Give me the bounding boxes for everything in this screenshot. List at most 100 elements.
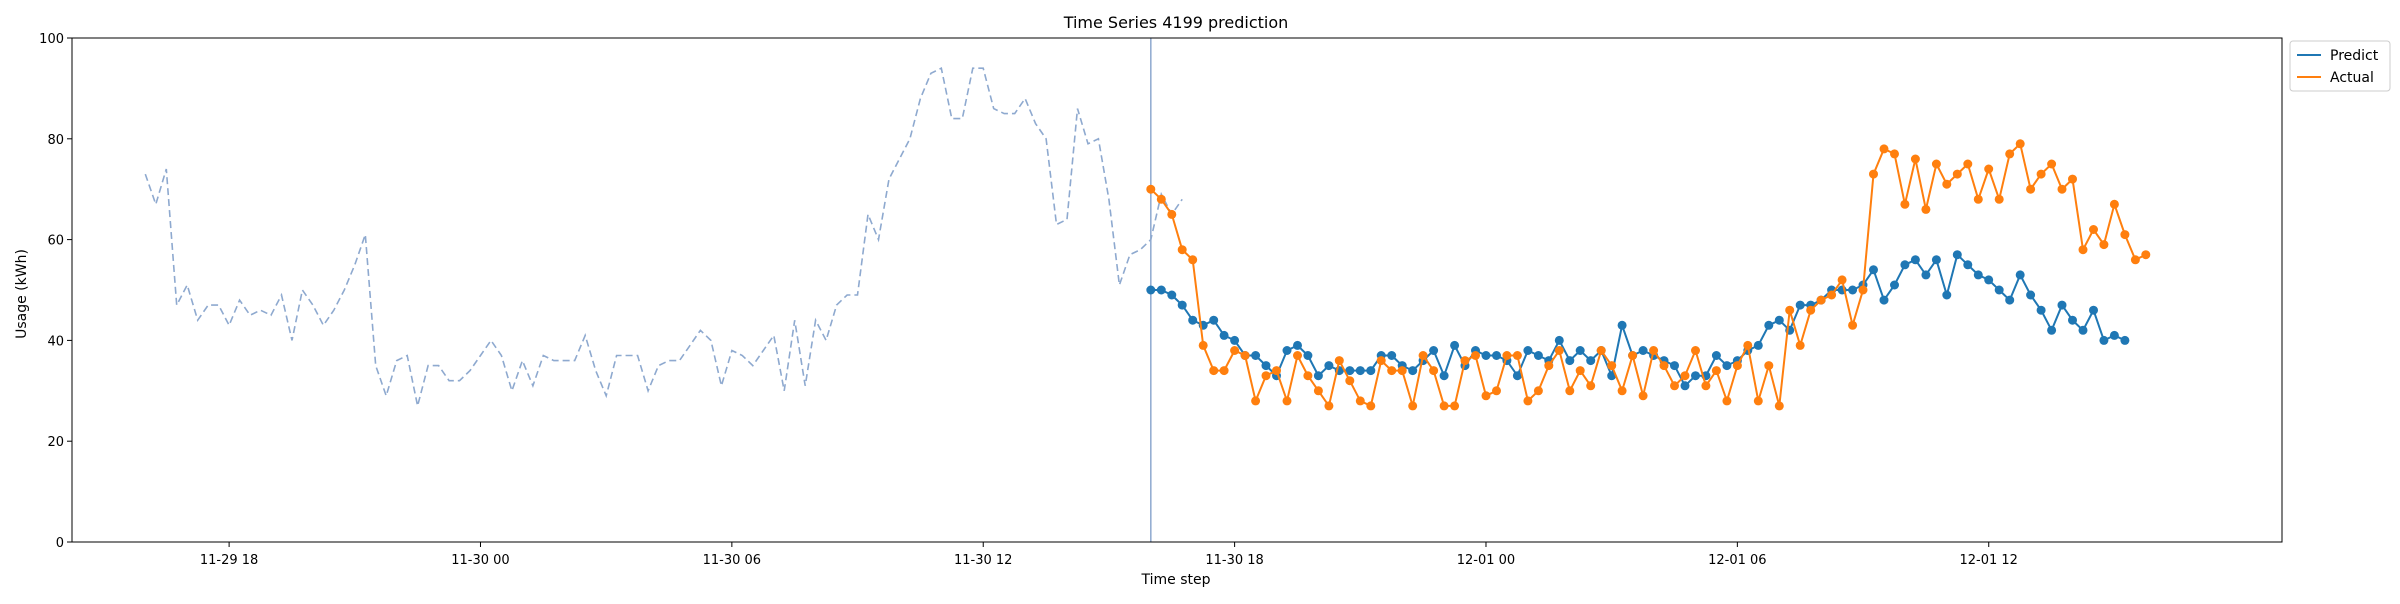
predict-data-point — [1324, 361, 1334, 371]
predict-data-point — [1848, 285, 1858, 295]
actual-data-point — [1900, 199, 1910, 209]
actual-data-point — [2005, 149, 2015, 159]
predict-data-point — [1512, 371, 1522, 381]
predict-data-point — [2099, 335, 2109, 345]
actual-data-point — [1219, 366, 1229, 376]
actual-data-point — [1512, 351, 1522, 360]
actual-data-point — [1879, 144, 1889, 154]
predict-data-point — [2089, 305, 2098, 315]
predict-data-point — [1586, 356, 1596, 366]
actual-data-point — [1303, 371, 1313, 381]
actual-data-point — [1156, 194, 1166, 204]
predict-data-point — [1680, 381, 1690, 391]
predict-data-point — [1188, 315, 1198, 325]
predict-data-point — [1774, 315, 1784, 325]
actual-data-point — [1795, 340, 1805, 350]
predict-data-point — [1408, 366, 1418, 376]
actual-data-point — [1481, 391, 1491, 401]
actual-data-point — [1774, 401, 1784, 411]
predict-data-point — [1219, 330, 1229, 340]
actual-data-point — [1251, 396, 1261, 406]
actual-data-point — [1366, 401, 1376, 411]
predict-data-point — [1617, 320, 1627, 330]
actual-data-point — [2141, 250, 2151, 260]
actual-data-point — [1450, 401, 1460, 411]
predict-data-point — [1869, 265, 1878, 275]
predict-data-point — [2078, 325, 2088, 335]
actual-data-point — [1293, 351, 1302, 360]
actual-data-point — [1722, 396, 1732, 406]
actual-data-point — [1502, 351, 1512, 360]
predict-data-point — [1293, 340, 1302, 350]
x-tick-label: 11-30 18 — [1205, 553, 1263, 568]
actual-data-point — [1146, 184, 1156, 194]
predict-data-point — [2015, 270, 2025, 280]
x-tick-label: 11-30 00 — [451, 553, 509, 568]
predict-data-point — [2005, 295, 2015, 305]
actual-data-point — [2057, 184, 2067, 194]
predict-data-point — [1429, 346, 1439, 355]
actual-data-point — [1439, 401, 1449, 411]
actual-data-point — [2026, 184, 2036, 194]
predict-data-point — [1942, 290, 1952, 300]
predict-data-point — [1984, 275, 1994, 285]
axis-ticks: 0 20 40 60 80 100 11-29 18 11-30 00 11-30 06 11-3… — [39, 32, 2018, 568]
actual-data-point — [1230, 346, 1240, 355]
actual-data-point — [1984, 164, 1994, 174]
actual-data-point — [1376, 356, 1386, 366]
actual-data-point — [1806, 305, 1816, 315]
actual-data-point — [2109, 199, 2119, 209]
actual-data-point — [1387, 366, 1397, 376]
actual-data-point — [1659, 361, 1669, 371]
predict-data-point — [1575, 346, 1585, 355]
legend-predict-label: Predict — [2330, 48, 2379, 64]
predict-data-point — [1900, 260, 1910, 270]
predict-data-point — [1691, 371, 1700, 381]
x-tick-label: 12-01 12 — [1960, 553, 2018, 568]
predict-data-point — [1973, 270, 1983, 280]
actual-data-point — [2047, 159, 2057, 169]
actual-data-point — [1910, 154, 1920, 164]
actual-data-point — [1963, 159, 1973, 169]
actual-data-point — [1858, 285, 1868, 295]
y-axis-label: Usage (kWh) — [14, 249, 30, 339]
actual-data-point — [1942, 179, 1952, 189]
actual-data-point — [1638, 391, 1648, 401]
actual-data-point — [1282, 396, 1292, 406]
actual-data-point — [1544, 361, 1554, 371]
actual-data-point — [1209, 366, 1219, 376]
predict-data-point — [1533, 351, 1543, 360]
actual-data-point — [1596, 346, 1606, 355]
actual-data-point — [1324, 401, 1334, 411]
predict-data-point — [2026, 290, 2036, 300]
plot-area — [144, 38, 2151, 542]
actual-data-point — [1649, 346, 1659, 355]
actual-data-point — [1764, 361, 1774, 371]
axes-frame — [71, 37, 2283, 543]
predict-data-point — [1303, 351, 1313, 360]
actual-data-point — [2036, 169, 2046, 179]
actual-data-point — [1334, 356, 1344, 366]
x-tick-label: 12-01 00 — [1457, 553, 1515, 568]
predict-data-point — [1481, 351, 1491, 360]
predict-data-point — [1952, 250, 1962, 260]
actual-data-point — [1408, 401, 1418, 411]
predict-data-point — [2109, 330, 2119, 340]
y-tick-label: 0 — [56, 536, 64, 551]
predict-data-point — [1711, 351, 1721, 360]
actual-data-point — [1931, 159, 1941, 169]
actual-data-point — [1617, 386, 1627, 396]
actual-data-point — [1429, 366, 1439, 376]
predict-data-point — [1931, 255, 1941, 265]
predict-data-point — [1670, 361, 1679, 371]
predict-data-point — [2057, 300, 2067, 310]
x-tick-label: 12-01 06 — [1708, 553, 1766, 568]
predict-data-point — [1492, 351, 1501, 360]
actual-data-point — [2078, 245, 2088, 255]
predict-data-point — [1251, 351, 1261, 360]
actual-data-point — [1471, 351, 1480, 360]
y-tick-label: 100 — [39, 32, 64, 47]
predict-data-point — [1167, 290, 1177, 300]
